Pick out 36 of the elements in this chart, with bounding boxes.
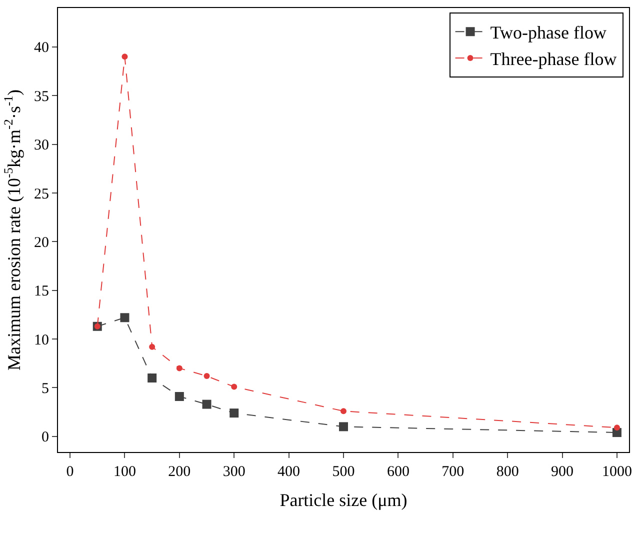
x-tick-label: 1000 xyxy=(602,464,632,480)
y-tick-label: 0 xyxy=(42,430,49,446)
point xyxy=(231,384,238,390)
x-tick-label: 400 xyxy=(278,464,300,480)
x-tick-label: 100 xyxy=(113,464,136,480)
point xyxy=(174,392,184,401)
point xyxy=(122,54,128,60)
x-tick-label: 0 xyxy=(66,464,74,480)
x-tick-label: 800 xyxy=(496,464,519,480)
y-tick-label: 40 xyxy=(34,40,49,56)
x-tick-label: 600 xyxy=(386,464,410,480)
point xyxy=(340,408,346,414)
x-tick-label: 300 xyxy=(222,464,246,480)
x-tick-label: 900 xyxy=(551,464,574,480)
x-tick-label: 500 xyxy=(332,464,355,480)
point xyxy=(614,424,620,431)
y-tick-label: 35 xyxy=(34,88,49,105)
x-tick-label: 200 xyxy=(168,464,191,480)
point xyxy=(120,313,130,322)
point xyxy=(149,344,156,350)
y-tick-label: 30 xyxy=(34,138,49,154)
legend-label: Three-phase flow xyxy=(490,49,617,70)
point xyxy=(148,374,157,382)
point xyxy=(204,373,210,380)
x-tick-label: 700 xyxy=(442,464,464,480)
y-tick-label: 20 xyxy=(34,234,49,251)
y-tick-label: 15 xyxy=(34,284,49,300)
point xyxy=(230,408,239,418)
point xyxy=(176,365,182,372)
x-axis-title: Particle size (μm) xyxy=(280,490,408,510)
y-tick-label: 25 xyxy=(34,186,49,202)
y-tick-label: 10 xyxy=(34,332,49,348)
y-tick-label: 5 xyxy=(42,380,49,397)
legend-label: Two-phase flow xyxy=(490,22,607,43)
point xyxy=(202,400,212,409)
point xyxy=(339,422,348,432)
